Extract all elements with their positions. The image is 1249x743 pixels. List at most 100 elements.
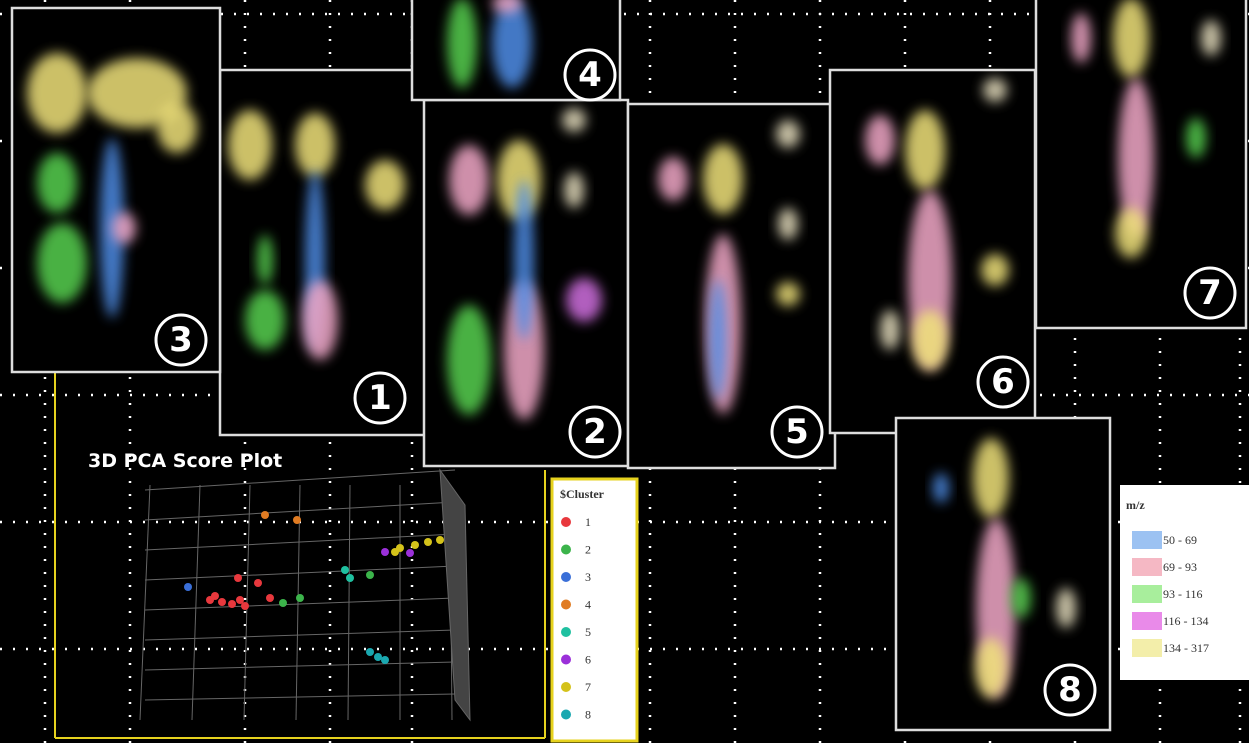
pca-point bbox=[406, 549, 414, 557]
pca-point bbox=[436, 536, 444, 544]
mz-legend-title: m/z bbox=[1126, 498, 1145, 512]
intensity-blob bbox=[37, 223, 87, 303]
pca-point bbox=[261, 511, 269, 519]
intensity-blob bbox=[1118, 78, 1154, 238]
intensity-blob bbox=[492, 0, 522, 13]
pca-grid-line bbox=[295, 484, 301, 721]
pca-point bbox=[366, 648, 374, 656]
intensity-blob bbox=[447, 305, 491, 415]
cluster-legend: $Cluster 1 2 3 4 5 6 7 8 bbox=[550, 477, 639, 743]
pca-grid-line bbox=[144, 629, 456, 641]
intensity-blob bbox=[1115, 208, 1147, 258]
intensity-blob bbox=[975, 638, 1007, 698]
pca-grid-line bbox=[144, 693, 456, 701]
pca-3d-grid bbox=[139, 468, 471, 722]
intensity-blob bbox=[447, 0, 477, 88]
pca-point bbox=[381, 548, 389, 556]
pca-point bbox=[279, 599, 287, 607]
intensity-blob bbox=[302, 280, 338, 360]
panel-badge bbox=[353, 371, 407, 425]
intensity-blob bbox=[912, 310, 948, 370]
pca-grid-line bbox=[144, 533, 456, 551]
pca-grid-line bbox=[243, 484, 251, 721]
mz-swatch bbox=[1132, 639, 1162, 657]
cluster-swatch bbox=[561, 682, 571, 692]
panel-badge bbox=[770, 405, 824, 459]
panel-badge bbox=[976, 355, 1030, 409]
intensity-blob bbox=[776, 282, 800, 306]
pca-grid-line bbox=[144, 597, 456, 611]
cluster-swatch bbox=[561, 709, 571, 720]
intensity-blob bbox=[933, 473, 949, 503]
pca-grid-line bbox=[439, 468, 471, 722]
cluster-label: 8 bbox=[585, 708, 591, 722]
pca-title: 3D PCA Score Plot bbox=[88, 450, 282, 472]
mz-label: 134 - 317 bbox=[1163, 641, 1209, 655]
intensity-blob bbox=[365, 160, 405, 210]
pca-point bbox=[293, 516, 301, 524]
cluster-swatch bbox=[561, 517, 571, 527]
mz-swatch bbox=[1132, 531, 1162, 549]
intensity-blob bbox=[562, 108, 586, 132]
intensity-blob bbox=[87, 58, 187, 128]
panel-number: 2 bbox=[583, 412, 607, 452]
panel-badge bbox=[1043, 663, 1097, 717]
cluster-legend-title: $Cluster bbox=[560, 487, 605, 501]
intensity-blob bbox=[776, 120, 800, 148]
panel-badge bbox=[563, 48, 617, 102]
intensity-blob bbox=[112, 212, 136, 244]
intensity-blob bbox=[1186, 118, 1206, 158]
intensity-blob bbox=[1056, 588, 1076, 628]
pca-point bbox=[234, 574, 242, 582]
intensity-blob bbox=[778, 208, 798, 240]
pca-grid-line bbox=[191, 484, 201, 721]
intensity-blob bbox=[1113, 0, 1149, 78]
pca-point bbox=[211, 592, 219, 600]
pca-point bbox=[411, 541, 419, 549]
mz-label: 50 - 69 bbox=[1163, 533, 1197, 547]
pca-point bbox=[296, 594, 304, 602]
pca-point bbox=[424, 538, 432, 546]
mz-swatch bbox=[1132, 558, 1162, 576]
intensity-blob bbox=[658, 157, 688, 201]
intensity-blob bbox=[1201, 20, 1221, 56]
pca-grid-line bbox=[144, 469, 456, 491]
intensity-blob bbox=[245, 290, 285, 350]
intensity-blob bbox=[981, 254, 1009, 286]
pca-points bbox=[184, 511, 444, 664]
intensity-blob bbox=[37, 153, 77, 213]
cluster-label: 5 bbox=[585, 625, 591, 639]
panel-number: 5 bbox=[785, 412, 809, 452]
pca-point bbox=[391, 548, 399, 556]
panel-number: 7 bbox=[1198, 273, 1222, 313]
mz-label: 116 - 134 bbox=[1163, 614, 1209, 628]
intensity-blob bbox=[703, 144, 743, 214]
cluster-label: 7 bbox=[585, 680, 591, 694]
cluster-swatch bbox=[561, 544, 571, 555]
intensity-blob bbox=[514, 180, 534, 340]
panel-number: 4 bbox=[578, 55, 602, 95]
mz-legend: m/z 50 - 69 69 - 93 93 - 116 116 - 134 134 -… bbox=[1120, 485, 1249, 680]
intensity-blob bbox=[257, 235, 273, 285]
pca-plot: 3D PCA Score Plot bbox=[54, 372, 546, 739]
mz-swatch bbox=[1132, 612, 1162, 630]
panel-number: 6 bbox=[991, 362, 1015, 402]
mz-swatch bbox=[1132, 585, 1162, 603]
pca-point bbox=[184, 583, 192, 591]
intensity-blob bbox=[983, 78, 1007, 102]
intensity-blob bbox=[865, 115, 895, 165]
pca-point bbox=[381, 656, 389, 664]
intensity-blob bbox=[1071, 13, 1091, 63]
intensity-blob bbox=[157, 103, 197, 153]
panel-number: 1 bbox=[368, 378, 392, 418]
pca-point bbox=[346, 574, 354, 582]
pca-point bbox=[228, 600, 236, 608]
cluster-label: 1 bbox=[585, 515, 591, 529]
cluster-swatch bbox=[561, 654, 571, 665]
cluster-swatch bbox=[561, 627, 571, 637]
cluster-swatch bbox=[561, 572, 571, 582]
intensity-blob bbox=[564, 172, 584, 208]
intensity-blob bbox=[449, 145, 489, 215]
intensity-blob bbox=[1011, 578, 1031, 618]
cluster-label: 6 bbox=[585, 653, 591, 667]
